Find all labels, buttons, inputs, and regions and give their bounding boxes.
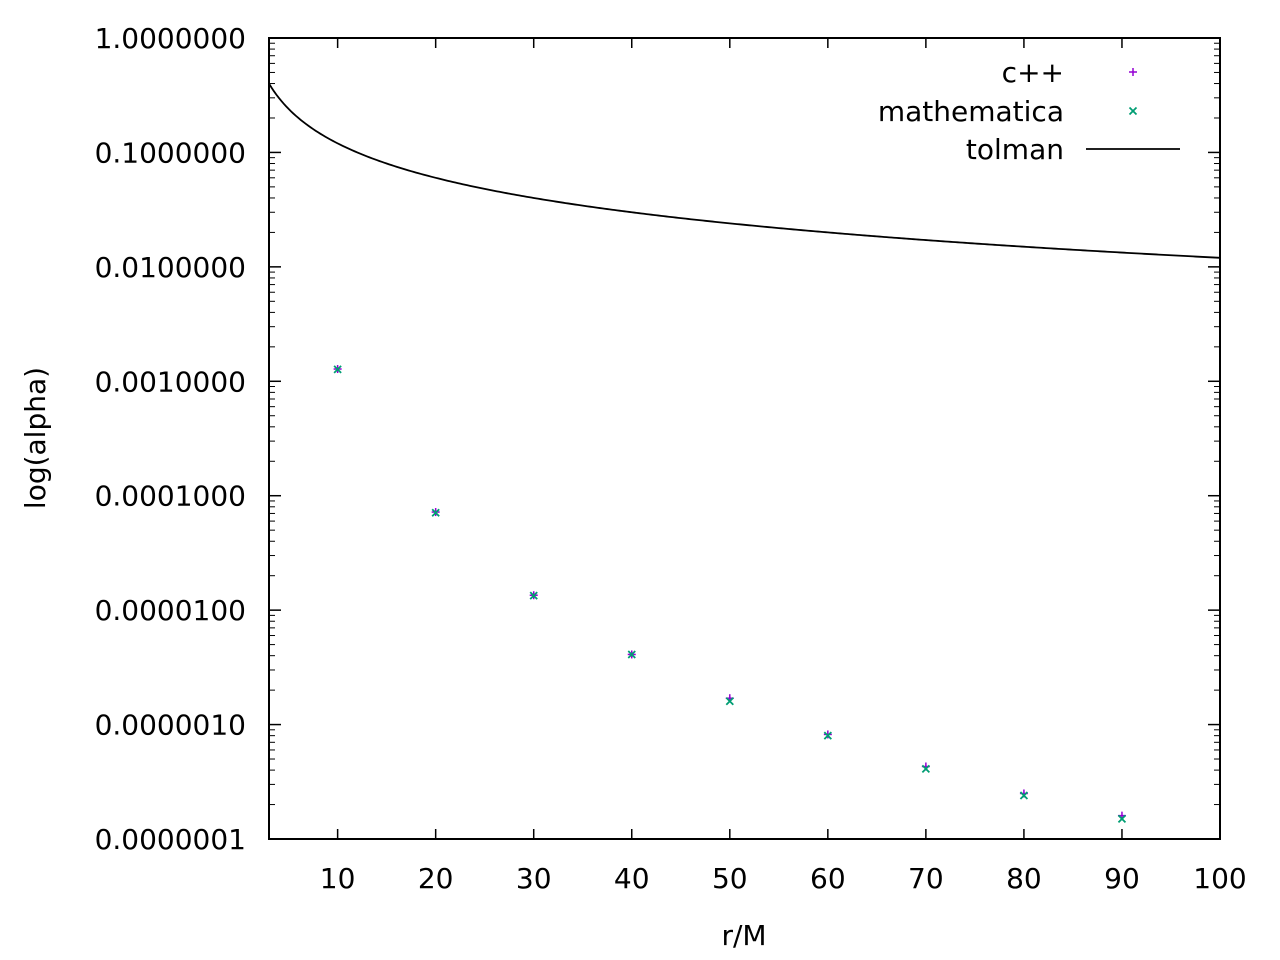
mathematica-point xyxy=(921,764,931,774)
minor-ticks xyxy=(269,42,1220,806)
x-tick-label: 30 xyxy=(516,862,552,895)
x-tick-label: 80 xyxy=(1006,862,1042,895)
legend-cross-swatch xyxy=(1128,106,1138,116)
legend: c++ mathematica tolman xyxy=(878,56,1180,166)
y-tick-label: 0.0000001 xyxy=(95,823,246,856)
y-tick-labels: 1.0000000 0.1000000 0.0100000 0.0010000 0.00… xyxy=(95,22,246,856)
y-tick-label: 1.0000000 xyxy=(95,22,246,55)
mathematica-point xyxy=(1117,814,1127,823)
x-tick-label: 70 xyxy=(908,862,944,895)
x-tick-label: 40 xyxy=(614,862,650,895)
tolman-line xyxy=(268,83,1221,259)
mathematica-point xyxy=(725,697,734,706)
mathematica-point xyxy=(431,508,440,517)
x-tick-label: 100 xyxy=(1193,862,1246,895)
x-axis-title: r/M xyxy=(721,919,766,952)
y-tick-label: 0.0000010 xyxy=(95,709,246,742)
y-tick-label: 0.0000100 xyxy=(95,594,246,627)
y-tick-label: 0.0100000 xyxy=(95,251,246,284)
y-tick-label: 0.1000000 xyxy=(95,136,246,169)
mathematica-point xyxy=(529,591,538,600)
y-axis-title: log(alpha) xyxy=(19,367,52,509)
x-tick-labels: 10 20 30 40 50 60 70 80 90 100 xyxy=(320,862,1247,895)
mathematica-point xyxy=(333,365,342,374)
mathematica-point xyxy=(627,650,636,659)
y-tick-label: 0.0001000 xyxy=(95,480,246,513)
x-tick-label: 90 xyxy=(1104,862,1140,895)
x-tick-label: 20 xyxy=(418,862,454,895)
legend-plus-swatch xyxy=(1129,68,1137,76)
mathematica-point xyxy=(823,731,832,740)
x-tick-label: 50 xyxy=(712,862,748,895)
mathematica-point xyxy=(1019,791,1029,800)
y-tick-label: 0.0010000 xyxy=(95,365,246,398)
legend-label: mathematica xyxy=(878,95,1064,128)
plot-frame xyxy=(268,37,1221,840)
legend-label: tolman xyxy=(966,133,1064,166)
legend-label: c++ xyxy=(1002,56,1064,89)
x-tick-label: 60 xyxy=(810,862,846,895)
x-tick-label: 10 xyxy=(320,862,356,895)
major-ticks xyxy=(269,37,1221,840)
series-layer xyxy=(268,83,1221,823)
